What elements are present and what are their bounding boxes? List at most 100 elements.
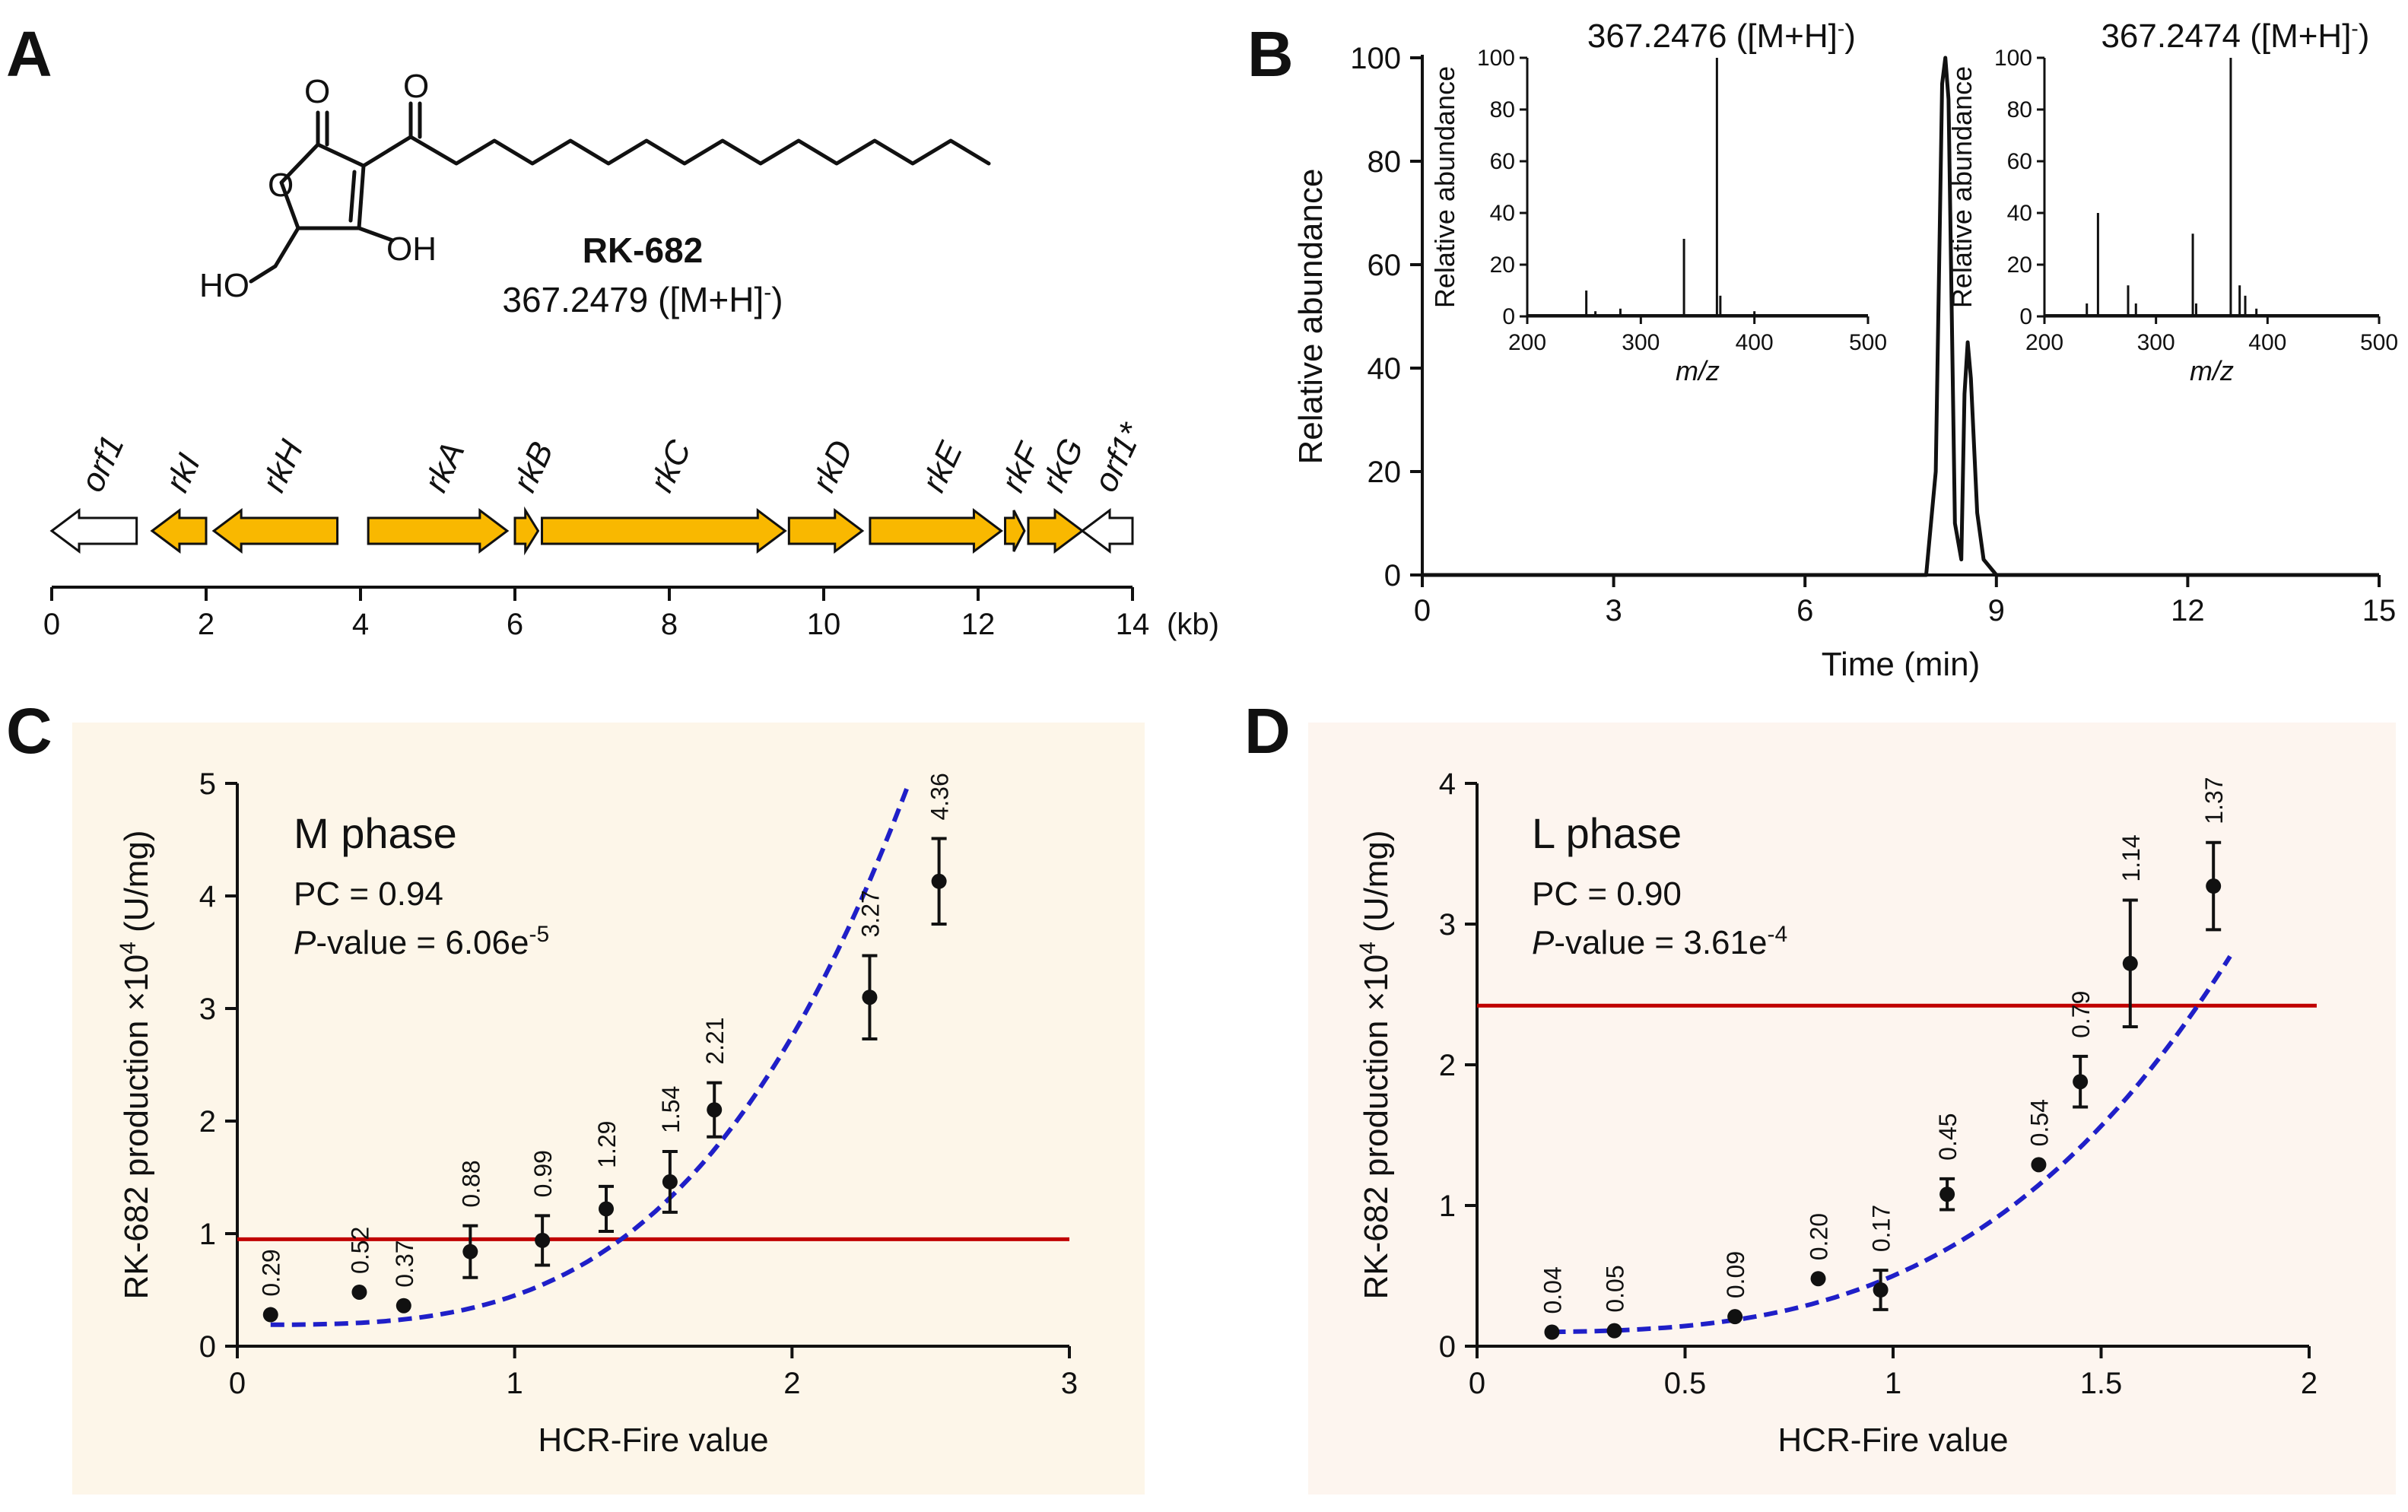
d-data-label-3: 0.20 — [1806, 1213, 1833, 1260]
c-data-label-5: 1.29 — [593, 1121, 621, 1168]
inset-1-ytick-label-2: 40 — [2007, 201, 2032, 226]
b-xtick-label-3: 9 — [1988, 594, 2005, 627]
d-ytick-label-3: 3 — [1439, 908, 1456, 942]
c-pc-text: PC = 0.94 — [294, 875, 443, 913]
d-data-label-1: 0.05 — [1602, 1265, 1629, 1312]
d-pc-text: PC = 0.90 — [1532, 875, 1682, 913]
c-data-label-0: 0.29 — [258, 1249, 285, 1296]
c-pvalue-exp: -5 — [529, 922, 549, 947]
gene-label-5: rkC — [643, 434, 699, 497]
inset-1-y-axis-label: Relative abundance — [1946, 66, 1978, 308]
d-ytick-label-0: 0 — [1439, 1330, 1456, 1364]
gene-arrow-6 — [787, 508, 865, 554]
rk682-structure — [249, 101, 991, 284]
c-point-2 — [396, 1298, 411, 1313]
c-data-label-6: 1.54 — [657, 1086, 685, 1133]
c-point-6 — [662, 1174, 678, 1190]
inset-1-x-axis-label: m/z — [2190, 355, 2234, 386]
l-phase-chart: 0 1 2 3 4 0 0.5 1 1.5 2 HCR-Fire value RK-682 produ… — [1355, 767, 2318, 1459]
d-point-4 — [1873, 1282, 1889, 1298]
b-ytick-label-3: 60 — [1368, 249, 1402, 282]
inset-0-title-text: 367.2476 ([M+H] — [1587, 17, 1838, 55]
inset-0-ytick-label-0: 0 — [1502, 304, 1515, 329]
c-y-axis-label-text: RK-682 production ×10 — [118, 955, 155, 1300]
gene-label-6: rkD — [805, 434, 860, 497]
gene-arrow-7 — [869, 508, 1003, 554]
b-inset-0: 0 20 40 60 80 100 200 300 400 500 m/z Relative abun… — [1429, 17, 1887, 387]
gene-label-9: rkG — [1034, 433, 1091, 497]
d-xtick-label-0: 0 — [1469, 1367, 1485, 1400]
atom-carbonyl-o: O — [304, 73, 330, 110]
inset-0-ytick-label-4: 80 — [1490, 97, 1515, 122]
c-ytick-label-3: 3 — [199, 993, 216, 1026]
kb-tick-label-5: 10 — [807, 608, 841, 641]
inset-1-ytick-label-1: 20 — [2007, 253, 2032, 278]
atom-hydroxyl: OH — [386, 230, 437, 268]
d-pvalue-text: P-value = 3.61e-4 — [1532, 922, 1787, 962]
d-data-label-7: 0.79 — [2067, 991, 2095, 1038]
kb-tick-label-1: 2 — [198, 608, 214, 641]
c-point-7 — [707, 1102, 723, 1118]
inset-0-xtick-label-2: 400 — [1736, 330, 1774, 355]
b-y-axis-label: Relative abundance — [1292, 169, 1329, 465]
c-x-axis-label: HCR-Fire value — [538, 1421, 768, 1459]
b-ytick-label-0: 0 — [1384, 559, 1401, 592]
d-ytick-label-1: 1 — [1439, 1190, 1456, 1223]
c-y-axis-label-exp: 4 — [116, 942, 141, 955]
d-y-axis-label-unit: (U/mg) — [1358, 830, 1395, 942]
d-pvalue-value: -value = 3.61e — [1554, 924, 1767, 961]
gene-label-7: rkE — [915, 436, 971, 497]
c-ytick-label-0: 0 — [199, 1330, 216, 1364]
d-point-8 — [2122, 955, 2138, 971]
d-point-3 — [1810, 1271, 1826, 1287]
gene-label-1: rkI — [158, 448, 208, 497]
d-ytick-label-4: 4 — [1439, 767, 1456, 801]
c-data-label-3: 0.88 — [457, 1160, 484, 1207]
inset-1-xtick-label-3: 500 — [2360, 330, 2398, 355]
d-y-axis-label: RK-682 production ×104 (U/mg) — [1355, 830, 1396, 1299]
inset-0-title-close: ) — [1844, 17, 1856, 55]
kb-axis: 0 2 4 6 8 10 12 14 (kb) — [43, 586, 1219, 641]
kb-tick-label-3: 6 — [507, 608, 523, 641]
c-pvalue-label: P — [294, 924, 316, 961]
inset-1-ytick-label-0: 0 — [2019, 304, 2032, 329]
gene-label-0: orf1 — [73, 430, 131, 497]
c-data-label-4: 0.99 — [529, 1150, 557, 1197]
d-xtick-label-4: 2 — [2301, 1367, 2317, 1400]
inset-0-ytick-label-5: 100 — [1477, 46, 1515, 71]
c-point-5 — [599, 1201, 615, 1217]
panel-label-b: B — [1247, 18, 1294, 90]
c-point-9 — [931, 873, 947, 889]
panel-c-background — [72, 723, 1145, 1495]
c-data-label-8: 3.27 — [856, 890, 884, 937]
inset-0-ytick-label-3: 60 — [1490, 149, 1515, 174]
inset-0-xtick-label-3: 500 — [1849, 330, 1887, 355]
c-y-axis-label: RK-682 production ×104 (U/mg) — [116, 830, 156, 1299]
d-xtick-label-3: 1.5 — [2080, 1367, 2123, 1400]
b-ytick-label-5: 100 — [1350, 42, 1401, 75]
kb-tick-label-4: 8 — [661, 608, 678, 641]
d-data-label-6: 0.54 — [2025, 1099, 2053, 1146]
d-title: L phase — [1532, 809, 1682, 857]
inset-1-xtick-label-0: 200 — [2025, 330, 2063, 355]
d-point-1 — [1606, 1323, 1622, 1339]
d-point-7 — [2073, 1074, 2089, 1090]
d-data-label-0: 0.04 — [1539, 1266, 1566, 1313]
c-pvalue-value: -value = 6.06e — [316, 924, 529, 961]
kb-tick-label-6: 12 — [961, 608, 996, 641]
inset-1-ytick-label-3: 60 — [2007, 149, 2032, 174]
gene-label-3: rkA — [417, 437, 472, 498]
panel-label-d: D — [1244, 695, 1291, 767]
d-pvalue-label: P — [1532, 924, 1555, 961]
gene-arrow-0 — [49, 508, 138, 554]
c-xtick-label-1: 1 — [507, 1367, 523, 1400]
gene-arrow-3 — [367, 508, 510, 554]
inset-1-title: 367.2474 ([M+H]-) — [2101, 17, 2369, 56]
b-chromatogram-line — [1422, 56, 2379, 577]
d-y-axis-label-exp: 4 — [1355, 942, 1380, 955]
c-data-label-7: 2.21 — [701, 1017, 729, 1064]
gene-label-10: orf1* — [1087, 417, 1151, 498]
gene-arrow-2 — [211, 508, 339, 554]
